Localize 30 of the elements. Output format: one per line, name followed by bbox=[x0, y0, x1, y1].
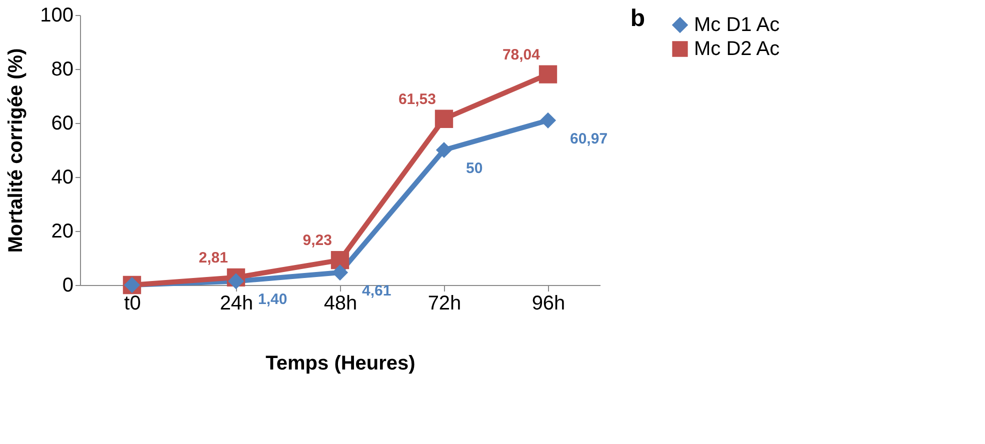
x-tick-label: 96h bbox=[532, 292, 566, 314]
y-tick-label: 20 bbox=[51, 220, 74, 242]
data-label: 50 bbox=[466, 160, 483, 177]
x-axis-title: Temps (Heures) bbox=[266, 352, 416, 374]
y-tick-label: 0 bbox=[62, 274, 74, 296]
legend-label: Mc D2 Ac bbox=[694, 38, 780, 60]
y-tick-label: 100 bbox=[40, 4, 74, 26]
point bbox=[540, 112, 556, 128]
y-tick-label: 60 bbox=[51, 112, 74, 134]
y-axis-title: Mortalité corrigée (%) bbox=[5, 48, 28, 253]
x-tick-label: 48h bbox=[324, 292, 358, 314]
legend-label: Mc D1 Ac bbox=[694, 14, 780, 36]
data-label: 78,04 bbox=[502, 46, 541, 64]
data-label: 2,81 bbox=[198, 249, 228, 266]
point bbox=[330, 250, 350, 270]
x-tick-label: 72h bbox=[428, 292, 462, 314]
y-tick-label: 40 bbox=[51, 166, 74, 188]
x-tick-label: 24h bbox=[220, 292, 254, 314]
y-tick-label: 80 bbox=[51, 58, 74, 80]
data-label: 1,40 bbox=[258, 291, 288, 308]
point bbox=[228, 273, 244, 290]
data-label: 4,61 bbox=[362, 282, 392, 300]
text: b bbox=[630, 5, 645, 32]
data-label: 60,97 bbox=[570, 130, 608, 148]
point bbox=[436, 142, 452, 158]
x-tick-label: t0 bbox=[124, 292, 141, 314]
data-label: 9,23 bbox=[302, 232, 332, 250]
point bbox=[538, 65, 558, 84]
data-label: 61,53 bbox=[398, 90, 436, 108]
point bbox=[434, 110, 454, 128]
